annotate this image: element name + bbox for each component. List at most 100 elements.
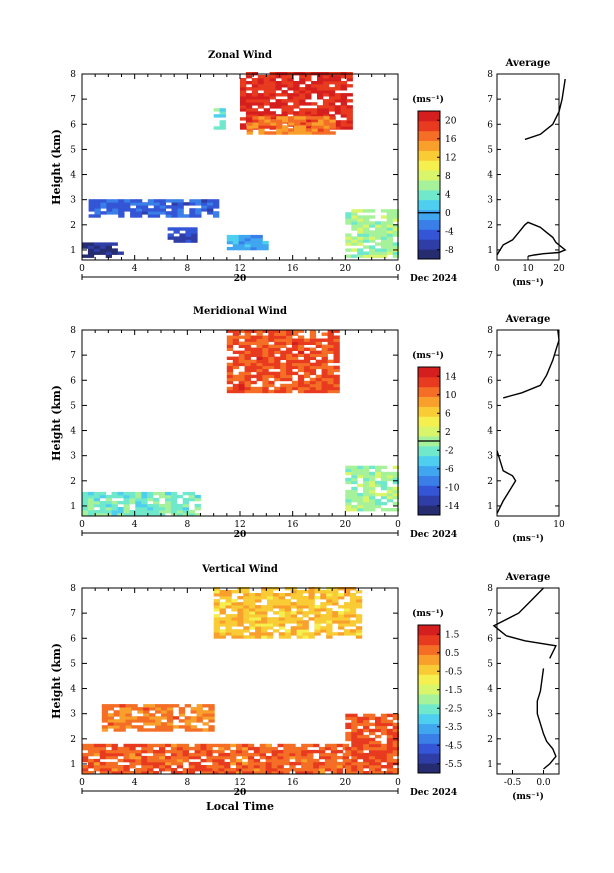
heatmap-cell <box>305 96 312 100</box>
colorbar-swatch <box>418 199 440 211</box>
heatmap-cell <box>392 749 399 754</box>
heatmap-cell <box>297 383 305 388</box>
heatmap-cell <box>328 102 336 106</box>
heatmap-cell <box>225 626 232 630</box>
heatmap-cell <box>333 389 340 394</box>
heatmap-cell <box>357 771 364 775</box>
heatmap-cell <box>311 114 318 118</box>
heatmap-cell <box>82 765 89 769</box>
heatmap-cell <box>143 710 150 714</box>
heatmap-cell <box>322 102 330 106</box>
heatmap-cell <box>311 120 318 124</box>
heatmap-cell <box>290 632 297 636</box>
heatmap-cell <box>250 389 257 394</box>
heatmap-cell <box>344 587 351 591</box>
heatmap-cell <box>123 491 130 496</box>
heatmap-cell <box>244 234 251 239</box>
heatmap-cell <box>250 380 257 385</box>
heatmap-cell <box>287 99 294 103</box>
heatmap-cell <box>380 713 388 718</box>
heatmap-cell <box>284 611 292 615</box>
heatmap-cell <box>313 758 320 763</box>
heatmap-cell <box>369 215 376 219</box>
heatmap-cell <box>249 593 256 597</box>
heatmap-cell <box>250 341 257 345</box>
heatmap-cell <box>293 114 300 118</box>
heatmap-cell <box>357 722 364 727</box>
heatmap-cell <box>247 755 255 760</box>
heatmap-cell <box>143 719 150 723</box>
x-tick-label: 4 <box>132 264 138 274</box>
heatmap-cell <box>302 632 309 636</box>
heatmap-cell <box>237 614 244 618</box>
heatmap-cell <box>135 749 142 754</box>
heatmap-cell <box>363 743 370 748</box>
heatmap-cell <box>112 211 119 215</box>
heatmap-cell <box>246 128 253 132</box>
heatmap-cell <box>283 768 290 772</box>
heatmap-cell <box>200 771 207 775</box>
heatmap-cell <box>232 386 240 391</box>
heatmap-cell <box>280 338 287 342</box>
heatmap-cell <box>159 765 166 769</box>
heatmap-cell <box>225 602 232 606</box>
colorbar-swatch <box>418 455 440 467</box>
heatmap-cell <box>242 752 249 757</box>
heatmap-cell <box>375 716 382 721</box>
heatmap-cell <box>299 119 307 123</box>
heatmap-cell <box>230 743 237 748</box>
heatmap-cell <box>296 596 303 600</box>
heatmap-cell <box>315 353 322 357</box>
heatmap-cell <box>305 84 312 88</box>
x-tick-label: 20 <box>340 520 352 530</box>
heatmap-cell <box>269 87 276 91</box>
average-title: Average <box>505 58 551 69</box>
heatmap-cell <box>263 93 270 97</box>
heatmap-cell <box>327 380 334 385</box>
heatmap-cell <box>344 617 351 621</box>
heatmap-cell <box>141 494 148 499</box>
heatmap-cell <box>392 218 399 222</box>
heatmap-cell <box>346 114 353 118</box>
heatmap-cell <box>88 208 95 212</box>
heatmap-cell <box>244 350 251 354</box>
heatmap-cell <box>392 489 399 494</box>
heatmap-cell <box>309 347 317 351</box>
heatmap-cell <box>386 248 394 252</box>
colorbar-tick-label: 0 <box>445 209 451 219</box>
heatmap-cell <box>129 743 136 748</box>
heatmap-cell <box>286 389 293 394</box>
heatmap-cell <box>301 743 308 748</box>
heatmap-cell <box>184 725 191 729</box>
heatmap-cell <box>213 620 220 624</box>
heatmap-cell <box>357 737 364 742</box>
heatmap-cell <box>369 248 376 252</box>
heatmap-cell <box>286 356 293 360</box>
heatmap-cell <box>261 611 268 615</box>
heatmap-cell <box>238 344 245 348</box>
heatmap-cell <box>202 710 209 714</box>
heatmap-cell <box>307 749 314 754</box>
heatmap-cell <box>336 749 344 754</box>
heatmap-cell <box>202 713 209 717</box>
y-tick-label: 5 <box>70 401 76 411</box>
colorbar-swatch <box>418 654 440 665</box>
heatmap-cell <box>392 465 399 470</box>
heatmap-cell <box>363 468 370 473</box>
heatmap-cell <box>303 359 311 364</box>
heatmap-cell <box>363 719 370 724</box>
heatmap-cell <box>250 365 257 370</box>
heatmap-cell <box>357 492 364 497</box>
heatmap-cell <box>207 211 214 215</box>
heatmap-cell <box>334 105 342 109</box>
heatmap-cell <box>219 114 226 118</box>
heatmap-cell <box>345 749 352 754</box>
heatmap-cell <box>380 224 388 228</box>
heatmap-cell <box>380 471 388 476</box>
heatmap-cell <box>238 377 245 382</box>
heatmap-cell <box>129 510 136 514</box>
heatmap-cell <box>107 704 114 708</box>
heatmap-cell <box>320 617 327 621</box>
heatmap-cell <box>363 755 370 760</box>
